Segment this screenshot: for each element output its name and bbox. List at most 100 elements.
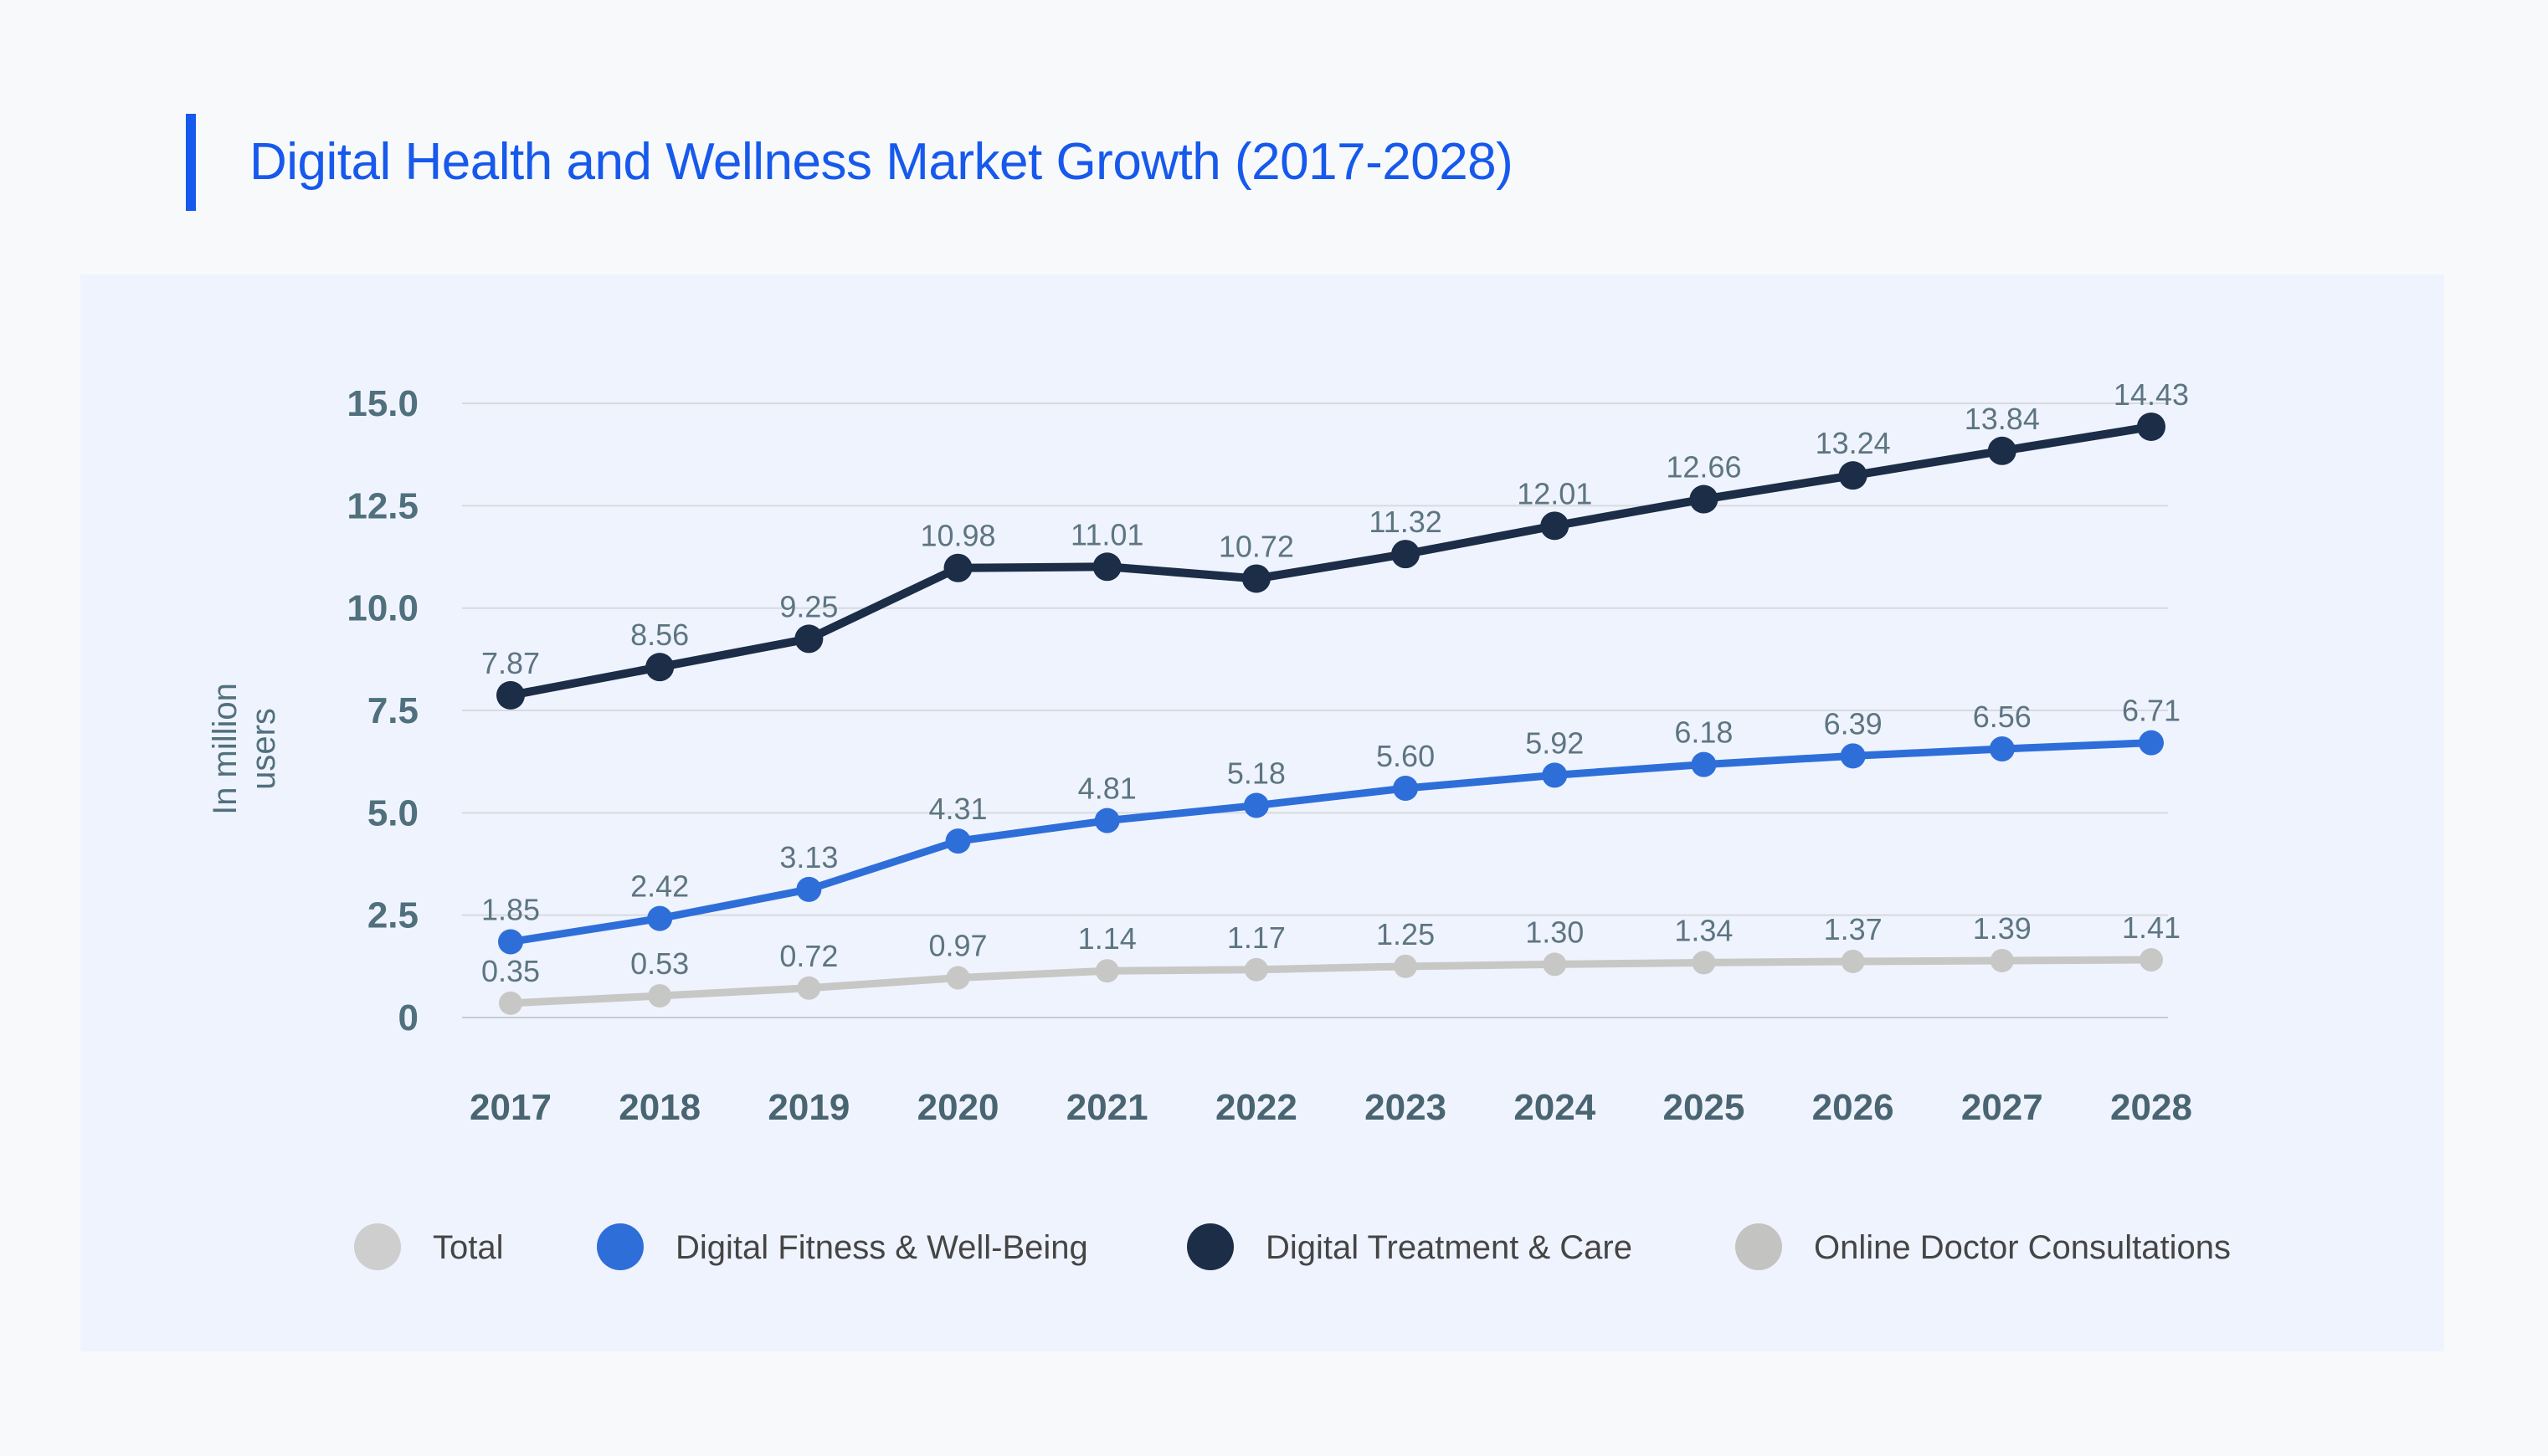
legend-label: Online Doctor Consultations xyxy=(1814,1229,2231,1266)
data-label-digital-treatment-care: 10.72 xyxy=(1219,529,1294,563)
data-point-digital-treatment-care xyxy=(496,680,525,710)
data-point-online-doctor-consultations xyxy=(1990,948,2014,972)
data-label-online-doctor-consultations: 1.41 xyxy=(2122,910,2181,945)
data-point-digital-treatment-care xyxy=(1838,461,1867,490)
data-point-online-doctor-consultations xyxy=(1692,951,1716,975)
data-point-online-doctor-consultations xyxy=(1543,952,1567,977)
data-label-digital-fitness-well-being: 6.56 xyxy=(1973,700,2032,734)
x-tick-label: 2023 xyxy=(1364,1087,1446,1128)
data-label-digital-treatment-care: 7.87 xyxy=(481,646,540,680)
data-point-digital-treatment-care xyxy=(1391,540,1420,569)
data-label-online-doctor-consultations: 0.35 xyxy=(481,954,540,988)
x-tick-label: 2027 xyxy=(1961,1087,2043,1128)
data-label-online-doctor-consultations: 1.37 xyxy=(1824,912,1883,946)
series-line-digital-fitness-well-being xyxy=(506,739,2155,946)
data-label-digital-fitness-well-being: 4.81 xyxy=(1078,772,1137,806)
data-point-digital-treatment-care xyxy=(794,624,824,654)
data-label-digital-treatment-care: 12.66 xyxy=(1666,450,1741,484)
y-tick-label: 5.0 xyxy=(367,792,419,833)
data-point-digital-treatment-care xyxy=(1987,436,2016,465)
data-label-digital-fitness-well-being: 2.42 xyxy=(630,869,689,904)
data-point-digital-treatment-care xyxy=(1540,511,1569,541)
data-label-digital-treatment-care: 13.24 xyxy=(1816,426,1891,460)
legend-swatch xyxy=(354,1223,401,1270)
data-label-digital-treatment-care: 9.25 xyxy=(779,589,838,623)
x-tick-label: 2018 xyxy=(619,1087,701,1128)
y-tick-label: 15.0 xyxy=(347,383,419,424)
data-label-digital-treatment-care: 11.32 xyxy=(1369,505,1441,539)
y-tick-label: 0 xyxy=(398,997,419,1038)
x-tick-label: 2028 xyxy=(2110,1087,2192,1128)
data-point-digital-treatment-care xyxy=(943,553,973,582)
data-label-digital-fitness-well-being: 3.13 xyxy=(779,840,838,874)
data-point-digital-treatment-care xyxy=(2136,412,2165,441)
data-point-online-doctor-consultations xyxy=(797,976,821,1000)
data-label-online-doctor-consultations: 1.14 xyxy=(1078,921,1137,956)
legend-swatch xyxy=(597,1223,644,1270)
data-point-digital-fitness-well-being xyxy=(2138,730,2164,756)
legend-label: Digital Treatment & Care xyxy=(1266,1229,1632,1266)
series-line-digital-treatment-care xyxy=(506,422,2155,700)
data-point-online-doctor-consultations xyxy=(1394,954,1418,978)
legend-swatch xyxy=(1187,1223,1234,1270)
data-point-digital-fitness-well-being xyxy=(1840,743,1866,769)
x-tick-label: 2022 xyxy=(1215,1087,1297,1128)
x-tick-label: 2026 xyxy=(1812,1087,1894,1128)
data-point-digital-treatment-care xyxy=(1092,552,1122,582)
data-point-digital-fitness-well-being xyxy=(1691,751,1717,777)
y-tick-label: 10.0 xyxy=(347,588,419,629)
x-tick-label: 2020 xyxy=(917,1087,999,1128)
data-label-digital-treatment-care: 11.01 xyxy=(1071,517,1143,551)
data-label-online-doctor-consultations: 0.97 xyxy=(929,929,988,963)
data-point-online-doctor-consultations xyxy=(1244,957,1268,982)
data-label-online-doctor-consultations: 1.17 xyxy=(1227,920,1286,955)
data-point-digital-treatment-care xyxy=(1689,484,1718,514)
y-tick-label: 7.5 xyxy=(367,690,419,731)
data-label-online-doctor-consultations: 1.34 xyxy=(1674,913,1733,947)
data-label-online-doctor-consultations: 1.30 xyxy=(1525,915,1584,949)
data-label-digital-fitness-well-being: 5.60 xyxy=(1376,739,1435,773)
data-point-digital-fitness-well-being xyxy=(1094,807,1120,833)
data-label-digital-treatment-care: 10.98 xyxy=(920,519,995,553)
x-tick-label: 2019 xyxy=(768,1087,850,1128)
title-accent-bar xyxy=(186,114,196,211)
data-label-online-doctor-consultations: 1.39 xyxy=(1973,911,2032,946)
data-label-digital-fitness-well-being: 4.31 xyxy=(929,792,988,826)
data-label-digital-treatment-care: 13.84 xyxy=(1965,402,2040,436)
chart-header: Digital Health and Wellness Market Growt… xyxy=(186,114,1513,211)
chart-panel: 0 2.5 5.0 7.5 10.0 12.5 15.0 In millionusers 0.3… xyxy=(80,274,2444,1351)
data-label-digital-fitness-well-being: 6.39 xyxy=(1824,706,1883,741)
data-label-digital-fitness-well-being: 5.92 xyxy=(1525,725,1584,760)
x-tick-label: 2021 xyxy=(1066,1087,1148,1128)
data-point-online-doctor-consultations xyxy=(648,984,672,1008)
legend-label: Total xyxy=(433,1229,504,1266)
data-label-online-doctor-consultations: 0.53 xyxy=(630,946,689,981)
data-label-digital-fitness-well-being: 6.18 xyxy=(1674,715,1733,750)
data-label-digital-fitness-well-being: 1.85 xyxy=(481,892,540,926)
x-tick-label: 2024 xyxy=(1513,1087,1595,1128)
market-growth-line-chart: 0 2.5 5.0 7.5 10.0 12.5 15.0 In millionusers 0.3… xyxy=(207,377,2231,1270)
data-point-digital-treatment-care xyxy=(645,653,675,682)
data-point-online-doctor-consultations xyxy=(2139,948,2163,972)
legend-swatch xyxy=(1735,1223,1782,1270)
data-point-digital-fitness-well-being xyxy=(1989,736,2015,762)
data-point-digital-fitness-well-being xyxy=(945,828,971,854)
x-tick-label: 2017 xyxy=(470,1087,552,1128)
data-point-online-doctor-consultations xyxy=(1841,949,1865,973)
data-point-digital-treatment-care xyxy=(1241,564,1271,593)
data-point-online-doctor-consultations xyxy=(1095,959,1119,983)
page-title: Digital Health and Wellness Market Growt… xyxy=(249,133,1513,191)
data-point-digital-fitness-well-being xyxy=(1542,762,1568,788)
data-point-digital-fitness-well-being xyxy=(647,905,673,931)
data-point-digital-fitness-well-being xyxy=(796,876,822,902)
y-tick-label: 2.5 xyxy=(367,895,419,936)
data-label-online-doctor-consultations: 1.25 xyxy=(1376,917,1435,951)
data-label-online-doctor-consultations: 0.72 xyxy=(779,939,838,973)
data-label-digital-fitness-well-being: 5.18 xyxy=(1227,756,1286,791)
data-label-digital-treatment-care: 14.43 xyxy=(2114,377,2189,412)
data-label-digital-fitness-well-being: 6.71 xyxy=(2122,694,2181,728)
series-line-online-doctor-consultations xyxy=(506,956,2155,1007)
y-tick-label: 12.5 xyxy=(347,485,419,526)
x-tick-label: 2025 xyxy=(1662,1087,1744,1128)
data-point-online-doctor-consultations xyxy=(499,991,522,1015)
